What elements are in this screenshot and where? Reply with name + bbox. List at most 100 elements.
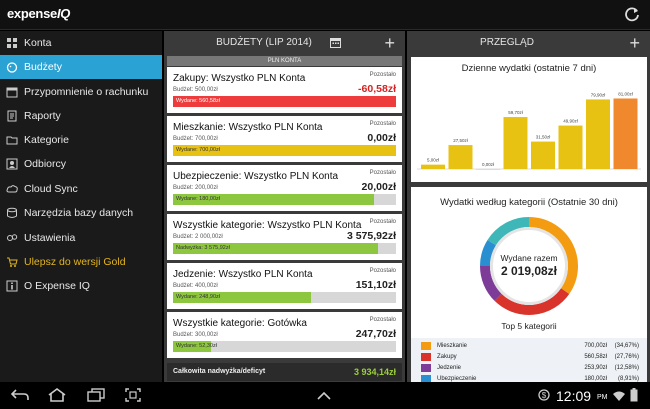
cloud-icon [6, 185, 18, 193]
sidebar-item-label: Ustawienia [24, 232, 76, 244]
sidebar-item-label: Budżety [24, 61, 62, 73]
budget-amount: Budżet: 500,00zł [173, 87, 218, 93]
sidebar-item-raporty[interactable]: Raporty [0, 104, 162, 128]
legend-amount: 700,00zł [584, 343, 607, 349]
legend-swatch [421, 375, 431, 382]
home-icon[interactable] [47, 388, 67, 402]
piggy-bank-icon [6, 62, 18, 73]
budgets-panel: BUDŻETY (LIP 2014) + PLN KONTA Zakupy: W… [164, 31, 405, 382]
daily-bar[interactable] [421, 164, 445, 169]
legend-swatch [421, 364, 431, 372]
budget-progress-fill [173, 292, 312, 303]
legend-row: Mieszkanie 700,00zł (34,67%) [411, 341, 647, 352]
legend-row: Jedzenie 253,90zł (12,58%) [411, 363, 647, 374]
daily-bar[interactable] [503, 117, 528, 169]
budget-progress-track: Wydane: 180,00zł [173, 194, 396, 205]
sidebar-item-label: Odbiorcy [24, 158, 67, 170]
sidebar-item-budżety[interactable]: Budżety [0, 55, 162, 79]
refresh-icon[interactable] [624, 6, 640, 22]
remaining-amount: 0,00zł [367, 132, 396, 144]
daily-bar[interactable] [531, 141, 555, 169]
sidebar-item-o-expense-iq[interactable]: O Expense IQ [0, 274, 162, 298]
donut-slice[interactable] [487, 217, 530, 246]
budget-card[interactable]: Mieszkanie: Wszystko PLN Konta Budżet: 70… [167, 116, 402, 162]
donut-slice[interactable] [479, 265, 502, 301]
database-icon [7, 207, 17, 218]
budget-card[interactable]: Wszystkie kategorie: Gotówka Budżet: 300,… [167, 312, 402, 358]
wifi-icon [613, 391, 625, 401]
legend-percent: (12,58%) [614, 365, 639, 371]
budget-card[interactable]: Jedzenie: Wszystko PLN Konta Budżet: 400,… [167, 263, 402, 309]
notification-icon[interactable]: $ [538, 389, 550, 401]
daily-bar[interactable] [613, 98, 638, 169]
budget-progress-track: Wydane: 560,58zł [173, 96, 396, 107]
bar-value-label: 81,00zł [618, 91, 633, 96]
sidebar: Konta Budżety Przypomnienie o rachunku Rapo… [0, 31, 162, 382]
folder-icon [6, 136, 18, 145]
daily-bar[interactable] [476, 169, 500, 170]
sidebar-item-kategorie[interactable]: Kategorie [0, 128, 162, 152]
add-overview-button[interactable]: + [629, 33, 640, 53]
sidebar-item-label: Przypomnienie o rachunku [24, 86, 149, 98]
cart-icon [7, 257, 18, 267]
chevron-up-icon[interactable] [316, 391, 332, 401]
sidebar-item-label: Konta [24, 37, 52, 49]
daily-bar-chart: 5,00zł 27,50zł 0,00zł 59,70zł 31,50zł 49,90zł… [417, 91, 641, 170]
legend-swatch [421, 342, 431, 350]
info-icon [6, 280, 18, 292]
daily-spending-card[interactable]: Dzienne wydatki (ostatnie 7 dni) 5,00zł 2… [411, 57, 647, 182]
spent-label: Nadwyżka: 3 575,92zł [176, 245, 230, 251]
donut-chart-title: Wydatki według kategorii (Ostatnie 30 dn… [440, 197, 618, 208]
total-summary: Całkowita nadwyżka/deficyt 3 934,14zł [167, 363, 402, 381]
daily-bar[interactable] [448, 145, 473, 169]
sidebar-item-odbiorcy[interactable]: Odbiorcy [0, 152, 162, 176]
add-budget-button[interactable]: + [384, 33, 395, 53]
sidebar-item-ulepsz-do-wersji-gold[interactable]: Ulepsz do wersji Gold [0, 250, 162, 274]
budget-amount: Budżet: 700,00zł [173, 136, 218, 142]
spent-label: Wydane: 248,90zł [176, 294, 220, 300]
sidebar-item-ustawienia[interactable]: Ustawienia [0, 226, 162, 250]
category-donut-chart [479, 217, 578, 315]
grid-icon [7, 38, 17, 48]
spent-label: Wydane: 700,00zł [176, 147, 220, 153]
spent-label: Wydane: 560,58zł [176, 98, 220, 104]
budget-progress-track: Wydane: 248,90zł [173, 292, 396, 303]
donut-slice[interactable] [528, 217, 578, 294]
legend-swatch [421, 353, 431, 361]
total-label: Całkowita nadwyżka/deficyt [173, 368, 266, 375]
overview-title: PRZEGLĄD [480, 37, 534, 48]
section-header: PLN KONTA [167, 56, 402, 66]
donut-slice[interactable] [480, 239, 497, 267]
bar-value-label: 31,50zł [536, 135, 551, 140]
remaining-label: Pozostało [369, 268, 396, 274]
donut-slice[interactable] [494, 288, 570, 315]
legend-amount: 180,00zł [584, 376, 607, 382]
sidebar-item-konta[interactable]: Konta [0, 31, 162, 55]
budget-card[interactable]: Zakupy: Wszystko PLN Konta Budżet: 500,00… [167, 67, 402, 113]
top5-label: Top 5 kategorii [501, 321, 557, 331]
screenshot-icon[interactable] [125, 388, 141, 402]
back-icon[interactable] [10, 388, 30, 402]
daily-bar[interactable] [586, 99, 610, 169]
remaining-label: Pozostało [369, 121, 396, 127]
calendar-icon[interactable] [330, 37, 341, 48]
budget-card[interactable]: Ubezpieczenie: Wszystko PLN Konta Budżet:… [167, 165, 402, 211]
budget-name: Ubezpieczenie: Wszystko PLN Konta [173, 171, 339, 182]
donut-center-label: Wydane razem [500, 253, 558, 263]
legend-percent: (34,67%) [614, 343, 639, 349]
sidebar-item-przypomnienie-o-rachunku[interactable]: Przypomnienie o rachunku [0, 80, 162, 104]
legend-row: Ubezpieczenie 180,00zł (8,91%) [411, 374, 647, 382]
budget-card[interactable]: Wszystkie kategorie: Wszystko PLN Konta B… [167, 214, 402, 260]
daily-bar[interactable] [558, 125, 583, 169]
budget-progress-fill [173, 145, 396, 156]
budget-progress-track: Wydane: 52,30zł [173, 341, 396, 352]
sidebar-item-narzędzia-bazy-danych[interactable]: Narzędzia bazy danych [0, 201, 162, 225]
category-spending-card[interactable]: Wydatki według kategorii (Ostatnie 30 dn… [411, 187, 647, 382]
legend-category: Jedzenie [437, 365, 462, 371]
legend-category: Mieszkanie [437, 343, 468, 349]
legend-amount: 253,90zł [584, 365, 607, 371]
budget-name: Zakupy: Wszystko PLN Konta [173, 73, 306, 84]
sidebar-item-cloud-sync[interactable]: Cloud Sync [0, 177, 162, 201]
recent-apps-icon[interactable] [86, 388, 106, 402]
sidebar-item-label: Ulepsz do wersji Gold [24, 256, 126, 268]
